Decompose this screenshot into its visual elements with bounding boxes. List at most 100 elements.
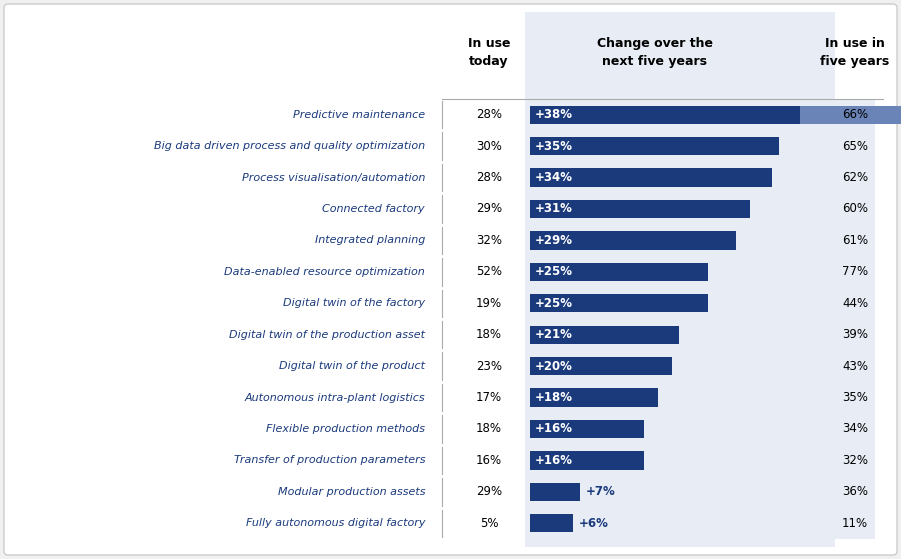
Text: 29%: 29% — [476, 485, 502, 499]
Text: +21%: +21% — [535, 328, 573, 341]
Text: +25%: +25% — [535, 266, 573, 278]
Bar — [12, 319, 889, 350]
Text: 18%: 18% — [476, 328, 502, 341]
Bar — [525, 12, 835, 547]
Text: Process visualisation/automation: Process visualisation/automation — [241, 173, 425, 183]
Text: 19%: 19% — [476, 297, 502, 310]
Bar — [530, 168, 771, 187]
Text: 65%: 65% — [842, 140, 868, 153]
Text: Fully autonomous digital factory: Fully autonomous digital factory — [245, 518, 425, 528]
Bar — [12, 382, 889, 413]
Text: 23%: 23% — [476, 359, 502, 373]
Text: 29%: 29% — [476, 202, 502, 216]
Text: +16%: +16% — [535, 423, 573, 435]
Text: +18%: +18% — [535, 391, 573, 404]
Text: Digital twin of the factory: Digital twin of the factory — [283, 299, 425, 308]
Text: 5%: 5% — [479, 517, 498, 530]
Text: 32%: 32% — [476, 234, 502, 247]
Bar — [12, 225, 889, 256]
Text: 18%: 18% — [476, 423, 502, 435]
Bar — [525, 130, 875, 162]
Text: 62%: 62% — [842, 171, 868, 184]
Bar — [525, 508, 875, 539]
Bar — [530, 514, 573, 532]
Text: +35%: +35% — [535, 140, 573, 153]
Text: In use
today: In use today — [468, 37, 510, 68]
Text: +16%: +16% — [535, 454, 573, 467]
Text: +6%: +6% — [578, 517, 608, 530]
Text: 44%: 44% — [842, 297, 868, 310]
Bar — [525, 193, 875, 225]
Text: Change over the
next five years: Change over the next five years — [597, 37, 713, 68]
Text: 43%: 43% — [842, 359, 868, 373]
Text: Digital twin of the production asset: Digital twin of the production asset — [229, 330, 425, 340]
Bar — [530, 137, 778, 155]
Bar — [525, 256, 875, 287]
Text: Digital twin of the product: Digital twin of the product — [279, 361, 425, 371]
Bar — [12, 287, 889, 319]
Bar — [530, 231, 736, 249]
Bar — [525, 319, 875, 350]
Text: 35%: 35% — [842, 391, 868, 404]
Text: Big data driven process and quality optimization: Big data driven process and quality opti… — [154, 141, 425, 151]
Text: 11%: 11% — [842, 517, 868, 530]
Bar — [12, 162, 889, 193]
Text: +31%: +31% — [535, 202, 573, 216]
Text: +29%: +29% — [535, 234, 573, 247]
Bar — [12, 508, 889, 539]
Text: 30%: 30% — [476, 140, 502, 153]
Bar — [800, 106, 901, 124]
Bar — [530, 294, 707, 312]
Bar — [525, 225, 875, 256]
Bar — [530, 106, 800, 124]
Text: Data-enabled resource optimization: Data-enabled resource optimization — [224, 267, 425, 277]
Text: 17%: 17% — [476, 391, 502, 404]
Bar — [525, 99, 875, 130]
FancyBboxPatch shape — [4, 4, 897, 555]
Bar — [12, 99, 889, 130]
Text: Integrated planning: Integrated planning — [314, 235, 425, 245]
Text: Autonomous intra-plant logistics: Autonomous intra-plant logistics — [244, 392, 425, 402]
Text: In use in
five years: In use in five years — [821, 37, 889, 68]
Text: Predictive maintenance: Predictive maintenance — [293, 110, 425, 120]
Bar — [530, 389, 658, 407]
Text: +38%: +38% — [535, 108, 573, 121]
Text: 60%: 60% — [842, 202, 868, 216]
Text: +34%: +34% — [535, 171, 573, 184]
Bar — [530, 420, 643, 438]
Text: 36%: 36% — [842, 485, 868, 499]
Text: Modular production assets: Modular production assets — [278, 487, 425, 497]
Bar — [530, 451, 643, 470]
Bar — [530, 325, 679, 344]
Bar — [525, 382, 875, 413]
Text: +7%: +7% — [586, 485, 615, 499]
Text: +20%: +20% — [535, 359, 573, 373]
Text: 28%: 28% — [476, 171, 502, 184]
Text: Connected factory: Connected factory — [323, 204, 425, 214]
Bar — [12, 445, 889, 476]
Bar — [530, 263, 707, 281]
Text: 52%: 52% — [476, 266, 502, 278]
Bar — [12, 130, 889, 162]
Text: 66%: 66% — [842, 108, 868, 121]
Bar — [530, 357, 672, 375]
Text: Flexible production methods: Flexible production methods — [266, 424, 425, 434]
Bar — [530, 483, 579, 501]
Bar — [525, 162, 875, 193]
Bar — [525, 350, 875, 382]
Text: 61%: 61% — [842, 234, 868, 247]
Text: 77%: 77% — [842, 266, 868, 278]
Text: 28%: 28% — [476, 108, 502, 121]
Text: 32%: 32% — [842, 454, 868, 467]
Text: +25%: +25% — [535, 297, 573, 310]
Text: 39%: 39% — [842, 328, 868, 341]
Text: Transfer of production parameters: Transfer of production parameters — [233, 456, 425, 466]
Bar — [525, 445, 875, 476]
Text: 16%: 16% — [476, 454, 502, 467]
Bar — [530, 200, 751, 218]
Text: 34%: 34% — [842, 423, 868, 435]
Bar — [12, 256, 889, 287]
Bar — [525, 476, 875, 508]
Bar — [12, 476, 889, 508]
Bar — [12, 350, 889, 382]
